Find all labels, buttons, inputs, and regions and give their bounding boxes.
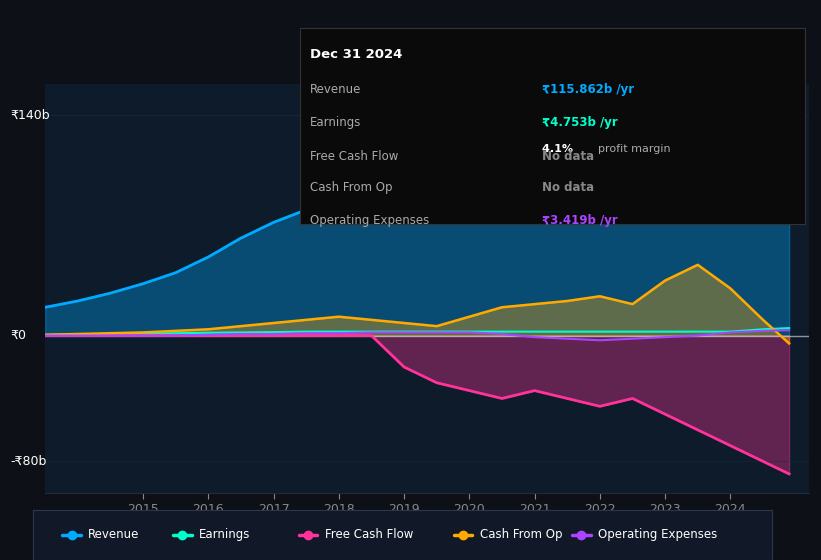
Text: Earnings: Earnings xyxy=(200,528,250,542)
Text: ₹4.753b /yr: ₹4.753b /yr xyxy=(542,116,617,129)
Text: Revenue: Revenue xyxy=(89,528,140,542)
Text: ₹140b: ₹140b xyxy=(11,109,50,122)
Text: Operating Expenses: Operating Expenses xyxy=(598,528,718,542)
Text: Free Cash Flow: Free Cash Flow xyxy=(325,528,413,542)
Text: profit margin: profit margin xyxy=(598,143,670,153)
Text: Cash From Op: Cash From Op xyxy=(479,528,562,542)
Text: Free Cash Flow: Free Cash Flow xyxy=(310,150,398,162)
Text: Cash From Op: Cash From Op xyxy=(310,181,392,194)
Text: Dec 31 2024: Dec 31 2024 xyxy=(310,48,402,60)
Text: ₹3.419b /yr: ₹3.419b /yr xyxy=(542,214,617,227)
Text: No data: No data xyxy=(542,150,594,162)
Text: Revenue: Revenue xyxy=(310,83,361,96)
Text: 4.1%: 4.1% xyxy=(542,143,577,153)
Text: ₹0: ₹0 xyxy=(11,329,27,342)
Text: No data: No data xyxy=(542,181,594,194)
Text: -₹80b: -₹80b xyxy=(11,455,47,468)
Text: Operating Expenses: Operating Expenses xyxy=(310,214,429,227)
Text: ₹115.862b /yr: ₹115.862b /yr xyxy=(542,83,634,96)
Text: Earnings: Earnings xyxy=(310,116,361,129)
